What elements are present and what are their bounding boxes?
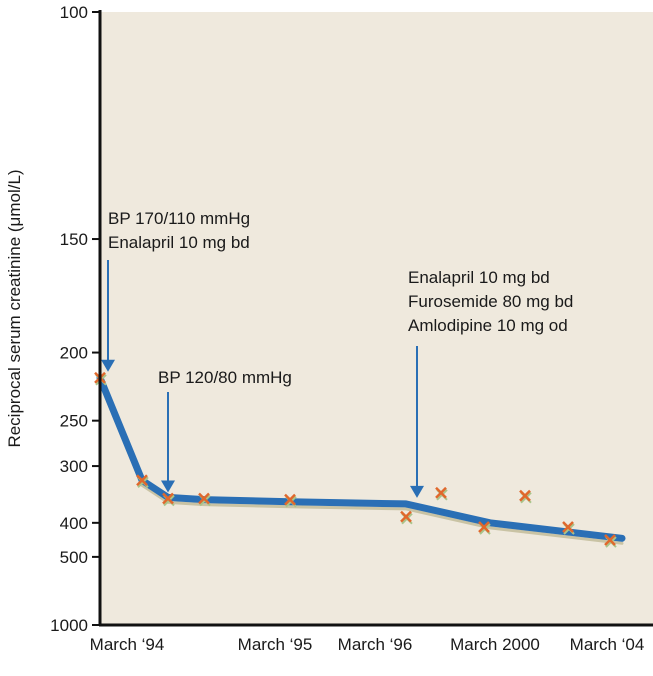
annotation-text: BP 120/80 mmHg <box>158 368 292 387</box>
annotation: BP 170/110 mmHg Enalapril 10 mg bd <box>101 209 250 372</box>
marker-stroke <box>604 534 616 546</box>
y-tick-label: 150 <box>60 230 88 249</box>
data-point-marker <box>562 521 575 535</box>
y-tick-label: 400 <box>60 514 88 533</box>
y-tick-label: 500 <box>60 548 88 567</box>
y-tick-label: 100 <box>60 3 88 22</box>
annotation: BP 120/80 mmHg <box>158 368 292 493</box>
marker-stroke <box>435 486 447 499</box>
annotation-text: Enalapril 10 mg bd <box>408 268 550 287</box>
marker-stroke <box>198 492 210 505</box>
annotation-text: BP 170/110 mmHg <box>108 209 250 228</box>
marker-stroke <box>562 521 574 533</box>
data-point-marker <box>400 510 413 525</box>
data-point-marker <box>284 493 297 508</box>
data-point-marker <box>136 474 149 488</box>
trend-line-shadow <box>98 381 624 545</box>
annotation-arrow-head <box>161 480 175 493</box>
y-axis-label: Reciprocal serum creatinine (μmol/L) <box>5 169 24 447</box>
marker-stroke <box>478 521 490 533</box>
y-tick-label: 1000 <box>50 616 88 635</box>
y-tick-label: 250 <box>60 412 88 431</box>
marker-stroke <box>519 489 531 502</box>
x-tick-label: March ‘04 <box>570 635 645 654</box>
y-tick-label: 200 <box>60 344 88 363</box>
x-tick-label: March 2000 <box>450 635 540 654</box>
annotation: Enalapril 10 mg bd Furosemide 80 mg bd Aml… <box>408 268 573 498</box>
plot-area <box>100 12 653 625</box>
marker-layer <box>94 371 617 548</box>
marker-stroke <box>284 493 296 506</box>
data-point-marker <box>198 492 211 507</box>
x-tick-label: March ‘94 <box>90 635 165 654</box>
annotation-arrow-head <box>101 359 115 372</box>
annotation-layer: BP 170/110 mmHg Enalapril 10 mg bd BP 120/… <box>101 209 573 498</box>
marker-stroke <box>400 510 412 523</box>
data-point-marker <box>478 521 491 535</box>
marker-stroke <box>162 492 174 505</box>
x-tick-label: March ‘95 <box>238 635 313 654</box>
data-point-marker <box>519 489 532 504</box>
annotation-text: Amlodipine 10 mg od <box>408 316 568 335</box>
marker-stroke <box>136 474 148 487</box>
data-point-marker <box>435 486 448 501</box>
annotation-text: Enalapril 10 mg bd <box>108 233 250 252</box>
y-tick-label: 300 <box>60 457 88 476</box>
x-tick-label: March ‘96 <box>338 635 413 654</box>
annotation-text: Furosemide 80 mg bd <box>408 292 573 311</box>
data-point-marker <box>162 492 175 507</box>
annotation-arrow-head <box>410 485 424 498</box>
data-point-marker <box>604 534 617 548</box>
